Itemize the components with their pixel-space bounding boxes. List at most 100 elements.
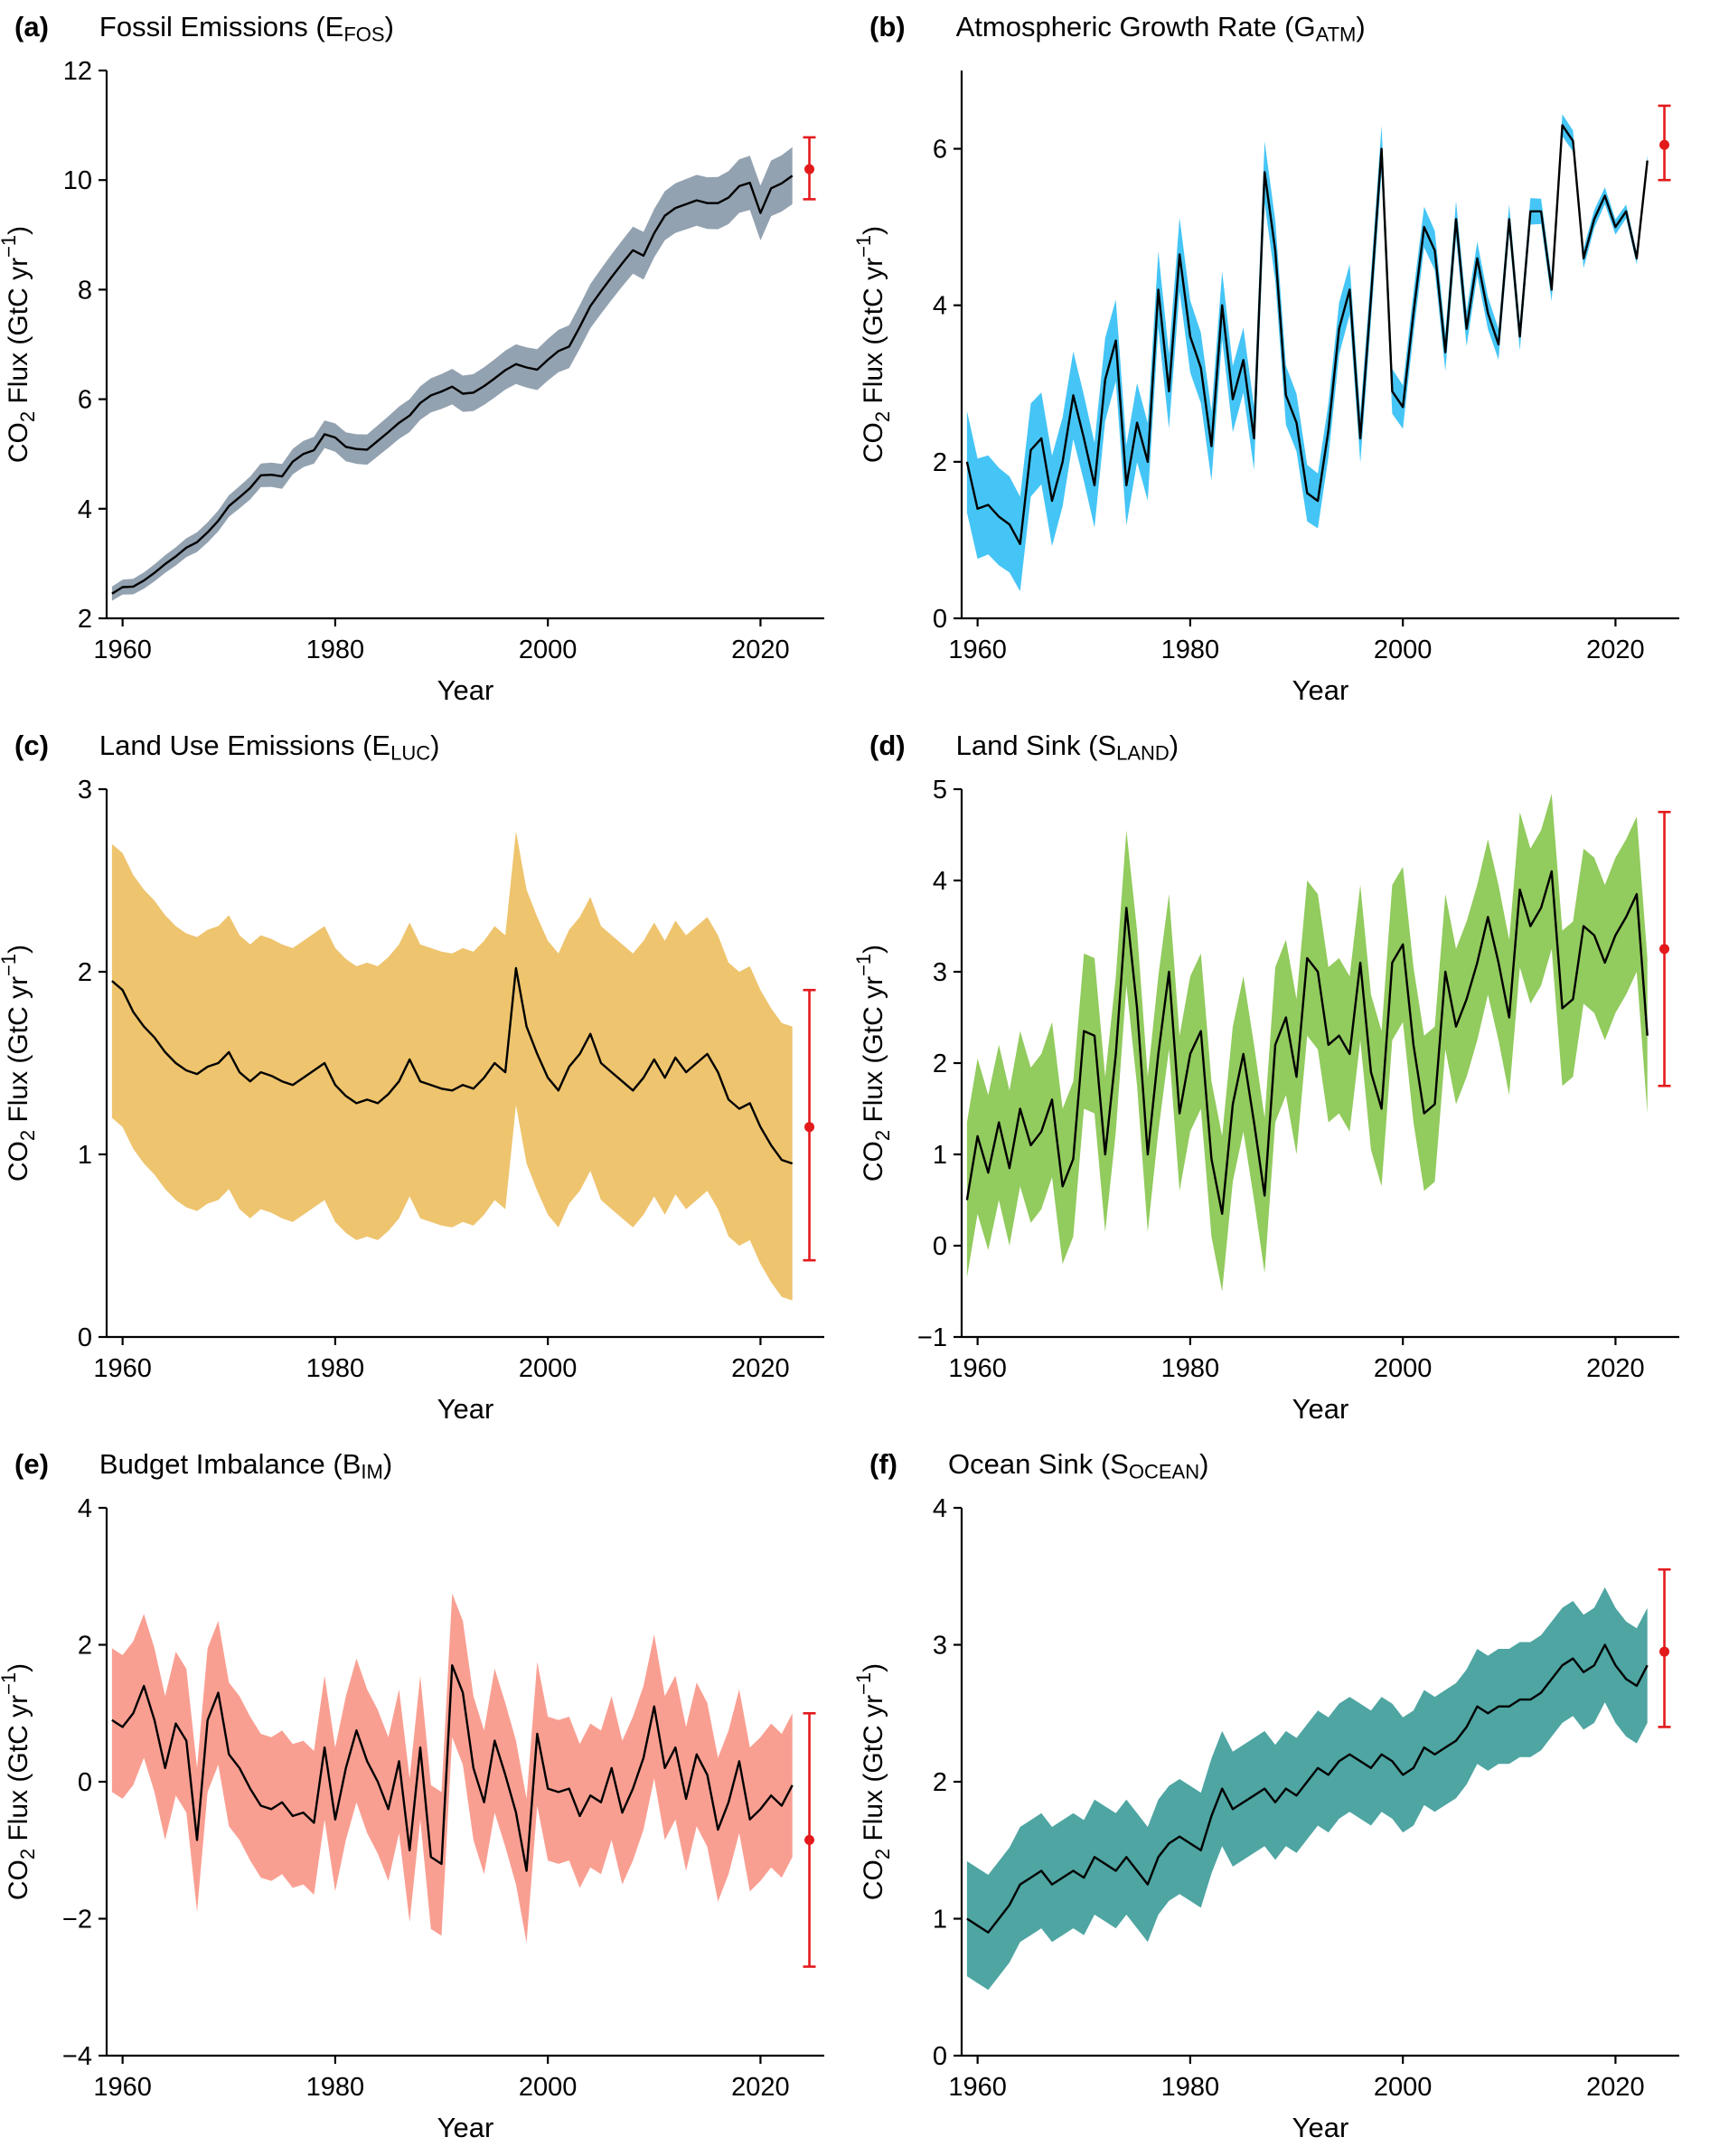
y-tick-label: 1 [933,1906,947,1935]
y-tick-label: 2 [933,1050,947,1078]
y-tick-label: −1 [917,1323,947,1352]
y-tick-label: 4 [933,1495,947,1523]
projection-point [1659,944,1670,955]
uncertainty-band [111,146,793,601]
title-text: ) [1356,11,1366,42]
panel-b-header: (b) Atmospheric Growth Rate (GATM) [855,11,1710,58]
x-tick-label: 2020 [731,2073,790,2102]
uncertainty-band [111,831,793,1301]
x-axis-label: Year [437,1393,494,1425]
y-tick-label: 2 [78,1632,92,1661]
title-text: ) [1199,1448,1209,1480]
chart-fossil-emissions: 2 4 6 8 10 12 1960 1980 2000 2020 Year CO2 Flux (Gt… [0,58,824,706]
y-tick-label: 0 [933,2042,947,2071]
chart-atmospheric-growth-rate: 0 2 4 6 1960 1980 2000 2020 Year CO2 Flux (GtC yr… [855,71,1679,706]
x-tick-label: 2000 [519,1354,578,1383]
x-axis-label: Year [1292,1393,1349,1425]
uncertainty-band [966,1586,1648,1991]
y-tick-label: 1 [78,1141,92,1170]
y-axis-label: CO2 Flux (GtC yr−1) [0,1663,39,1900]
x-tick-label: 2000 [519,2073,578,2102]
y-axis-label: CO2 Flux (GtC yr−1) [0,226,39,463]
data-line [966,1643,1649,1934]
x-tick-label: 2020 [1586,636,1645,664]
panel-d: (d) Land Sink (SLAND) −1 0 1 2 3 4 5 1960 1980 20… [855,719,1710,1437]
data-line [111,966,794,1165]
panel-letter: (c) [14,730,49,761]
y-tick-label: 10 [63,166,92,195]
uncertainty-band [966,794,1648,1292]
title-subscript: OCEAN [1128,1460,1200,1483]
projection-point [804,164,815,174]
y-axis-label: CO2 Flux (GtC yr−1) [0,945,39,1182]
projection-point [804,1122,815,1133]
title-text: Fossil Emissions (E [99,11,344,42]
y-tick-label: 4 [933,867,947,896]
title-text: ) [430,730,440,761]
x-tick-label: 1980 [1161,1354,1220,1383]
projection-point [804,1834,815,1845]
x-tick-label: 2020 [1586,1354,1645,1383]
chart-land-sink: −1 0 1 2 3 4 5 1960 1980 2000 2020 Year CO2 Flux (Gt… [855,777,1679,1425]
data-line [111,1663,794,1872]
y-axis-label: CO2 Flux (GtC yr−1) [855,226,894,463]
x-tick-label: 2020 [731,1354,790,1383]
y-axis-label: CO2 Flux (GtC yr−1) [855,1663,894,1900]
panel-title: Land Use Emissions (ELUC) [99,730,440,766]
x-axis-label: Year [437,2112,494,2143]
title-text: Land Use Emissions (E [99,730,391,761]
y-tick-label: 3 [933,958,947,987]
x-tick-label: 1980 [1161,2073,1220,2102]
title-subscript: FOS [343,23,385,46]
y-tick-label: 2 [78,958,92,987]
y-tick-label: 2 [78,605,92,634]
panel-a-header: (a) Fossil Emissions (EFOS) [0,11,855,58]
projection-point [1659,139,1670,150]
panel-e: (e) Budget Imbalance (BIM) −4 −2 0 2 4 1960 19… [0,1437,855,2156]
panel-f-header: (f) Ocean Sink (SOCEAN) [855,1448,1710,1495]
y-axis-label: CO2 Flux (GtC yr−1) [855,945,894,1182]
y-tick-label: 6 [78,386,92,415]
panel-a: (a) Fossil Emissions (EFOS) 2 4 6 8 10 12 1960… [0,0,855,719]
y-tick-label: 3 [78,777,92,805]
y-tick-label: 5 [933,777,947,805]
title-text: Budget Imbalance (B [99,1448,362,1480]
title-text: ) [384,11,394,42]
chart-budget-imbalance: −4 −2 0 2 4 1960 1980 2000 2020 Year CO2 Flux (GtC… [0,1495,824,2143]
y-tick-label: 2 [933,448,947,477]
y-tick-label: 8 [78,276,92,305]
panel-b: (b) Atmospheric Growth Rate (GATM) 0 2 4 6 1… [855,0,1710,719]
x-tick-label: 1980 [306,636,365,664]
chart-land-use-emissions: 0 1 2 3 1960 1980 2000 2020 Year CO2 Flux (GtC yr… [0,777,824,1425]
projection-point [1659,1646,1670,1657]
x-axis-label: Year [1292,674,1349,706]
x-tick-label: 1980 [306,1354,365,1383]
x-tick-label: 1960 [948,2073,1007,2102]
y-tick-label: −4 [62,2042,92,2071]
x-tick-label: 1960 [93,636,152,664]
x-tick-label: 1960 [93,2073,152,2102]
y-tick-label: 6 [933,136,947,165]
x-tick-label: 1960 [93,1354,152,1383]
y-tick-label: 0 [933,605,947,634]
x-tick-label: 1960 [948,636,1007,664]
x-tick-label: 2000 [1374,1354,1433,1383]
data-line [965,870,1649,1215]
title-text: Atmospheric Growth Rate (G [955,11,1316,42]
y-tick-label: 1 [933,1141,947,1170]
title-subscript: IM [361,1460,383,1483]
panel-letter: (f) [869,1448,897,1480]
title-subscript: ATM [1315,23,1357,46]
y-tick-label: −2 [62,1906,92,1935]
y-tick-label: 0 [78,1768,92,1797]
panel-title: Land Sink (SLAND) [956,730,1179,766]
title-text: Ocean Sink (S [947,1448,1129,1480]
x-tick-label: 2000 [1374,636,1433,664]
panel-e-header: (e) Budget Imbalance (BIM) [0,1448,855,1495]
title-subscript: LUC [390,741,431,765]
title-text: Land Sink (S [955,730,1117,761]
panel-d-header: (d) Land Sink (SLAND) [855,730,1710,777]
title-text: ) [382,1448,393,1480]
chart-ocean-sink: 0 1 2 3 4 1960 1980 2000 2020 Year CO2 Flux (GtC y… [855,1495,1679,2143]
